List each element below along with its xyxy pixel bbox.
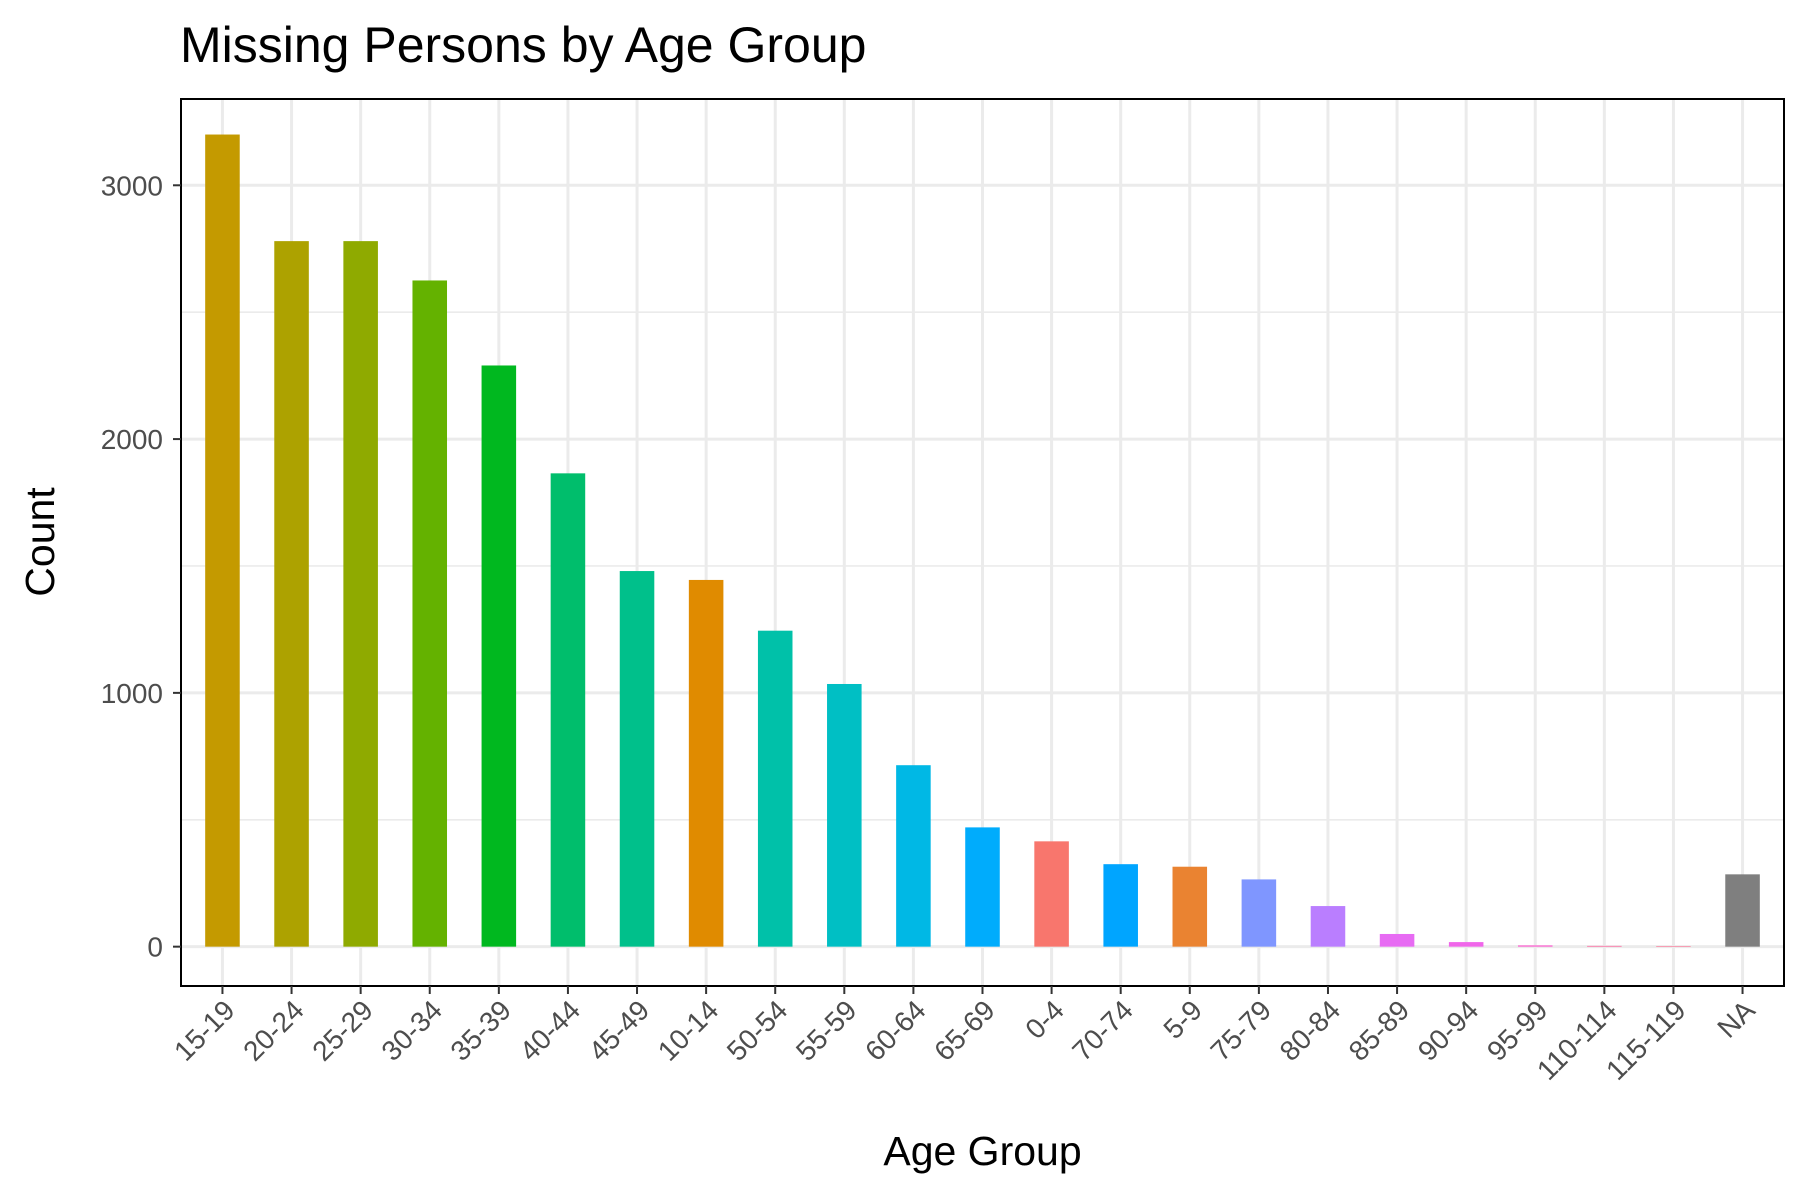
bar-10-14 <box>688 579 724 947</box>
x-tick-label: 5-9 <box>1157 994 1208 1045</box>
bar-50-54 <box>757 630 793 947</box>
bar-35-39 <box>481 365 517 947</box>
bar-90-94 <box>1448 942 1484 947</box>
bar-0-4 <box>1034 841 1069 947</box>
bar-75-79 <box>1241 879 1277 947</box>
bar-65-69 <box>965 827 1000 947</box>
bar-15-19 <box>205 134 240 947</box>
bar-40-44 <box>550 473 586 947</box>
chart-title: Missing Persons by Age Group <box>180 17 866 73</box>
x-tick-label: 65-69 <box>928 994 1001 1067</box>
bar-5-9 <box>1172 866 1208 947</box>
bars <box>205 134 1760 947</box>
x-tick-label: 45-49 <box>583 994 656 1067</box>
y-axis-label: Count <box>17 487 63 597</box>
y-tick-label: 3000 <box>101 170 163 201</box>
x-tick-label: 35-39 <box>445 994 518 1067</box>
bar-70-74 <box>1103 864 1138 947</box>
x-tick-label: 55-59 <box>790 994 863 1067</box>
bar-45-49 <box>619 571 655 947</box>
y-axis: 0 1000 2000 3000 <box>101 170 181 963</box>
bar-60-64 <box>896 765 931 947</box>
x-axis: 15-1920-2425-2930-3435-3940-4445-4910-14… <box>168 986 1761 1086</box>
x-tick-label: 60-64 <box>859 994 932 1067</box>
bar-NA <box>1725 874 1760 947</box>
x-tick-label: 30-34 <box>375 994 448 1067</box>
x-tick-label: 75-79 <box>1205 994 1278 1067</box>
x-tick-label: 90-94 <box>1412 994 1485 1067</box>
x-tick-label: 70-74 <box>1066 994 1139 1067</box>
bar-30-34 <box>412 280 448 947</box>
bar-110-114 <box>1587 945 1622 947</box>
x-tick-label: 80-84 <box>1274 994 1347 1067</box>
bar-115-119 <box>1656 946 1691 947</box>
x-tick-label: 40-44 <box>514 994 587 1067</box>
y-tick-label: 1000 <box>101 678 163 709</box>
x-tick-label: 50-54 <box>721 994 794 1067</box>
bar-55-59 <box>827 683 862 947</box>
x-tick-label: NA <box>1711 994 1761 1044</box>
x-tick-label: 20-24 <box>237 994 310 1067</box>
x-tick-label: 0-4 <box>1019 994 1070 1045</box>
y-tick-label: 2000 <box>101 424 163 455</box>
bar-80-84 <box>1310 906 1346 947</box>
x-tick-label: 15-19 <box>168 994 241 1067</box>
bar-85-89 <box>1379 933 1415 947</box>
bar-20-24 <box>274 241 309 947</box>
x-axis-label: Age Group <box>883 1128 1081 1174</box>
bar-95-99 <box>1517 945 1553 947</box>
x-tick-label: 85-89 <box>1343 994 1416 1067</box>
bar-25-29 <box>343 241 378 947</box>
y-tick-label: 0 <box>147 932 163 963</box>
x-tick-label: 25-29 <box>306 994 379 1067</box>
x-tick-label: 10-14 <box>652 994 725 1067</box>
